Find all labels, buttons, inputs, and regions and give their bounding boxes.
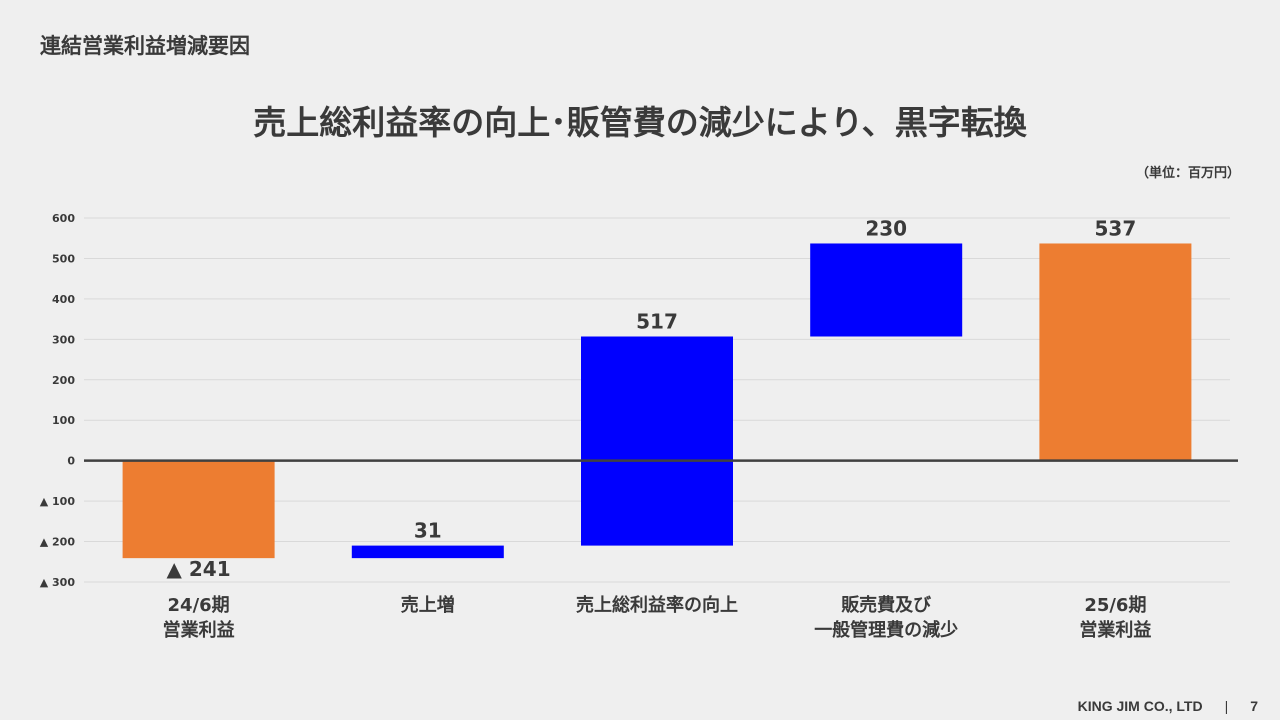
change-bar xyxy=(581,336,733,546)
category-label: 24/6期 xyxy=(168,595,230,616)
category-label: 売上総利益率の向上 xyxy=(576,594,738,616)
category-label: 販売費及び xyxy=(841,594,932,616)
waterfall-chart: ▲ 300 ▲ 200 ▲ 100 0 100 200 300 400 500 600 ▲ 241 2… xyxy=(40,212,1238,641)
change-bar xyxy=(351,545,504,559)
unit-label: （単位：百万円） xyxy=(1135,166,1240,181)
value-label: 517 xyxy=(636,310,678,334)
slide-headline: 売上総利益率の向上･販管費の減少により、黒字転換 xyxy=(253,103,1027,142)
y-tick-label: ▲ 300 xyxy=(40,576,76,589)
category-label: 25/6期 xyxy=(1084,595,1146,616)
value-label: 31 xyxy=(414,519,442,543)
y-tick-label: 300 xyxy=(52,333,75,346)
category-label: 売上増 xyxy=(401,594,455,616)
y-tick-label: 0 xyxy=(67,455,75,468)
company-name: KING JIM CO., LTD xyxy=(1077,698,1203,714)
y-tick-label: 500 xyxy=(52,252,75,265)
y-tick-label: 100 xyxy=(52,414,75,427)
total-bar xyxy=(122,460,275,559)
category-label: 営業利益 xyxy=(1079,619,1151,641)
footer: KING JIM CO., LTD | 7 xyxy=(1078,698,1258,714)
value-label: ▲ 241 xyxy=(167,557,231,581)
section-title: 連結営業利益増減要因 xyxy=(40,34,250,58)
y-tick-label: 600 xyxy=(52,212,75,225)
value-label: 230 xyxy=(865,216,907,240)
y-tick-label: ▲ 200 xyxy=(40,536,76,549)
category-label: 一般管理費の減少 xyxy=(814,619,958,641)
page-number: 7 xyxy=(1250,698,1258,714)
value-label: 537 xyxy=(1095,216,1137,240)
footer-separator: | xyxy=(1224,698,1229,714)
total-bar xyxy=(1039,243,1192,461)
category-label: 営業利益 xyxy=(163,619,235,641)
y-tick-label: 400 xyxy=(52,293,75,306)
change-bar xyxy=(810,243,963,337)
y-tick-label: ▲ 100 xyxy=(40,495,76,508)
y-tick-label: 200 xyxy=(52,374,75,387)
